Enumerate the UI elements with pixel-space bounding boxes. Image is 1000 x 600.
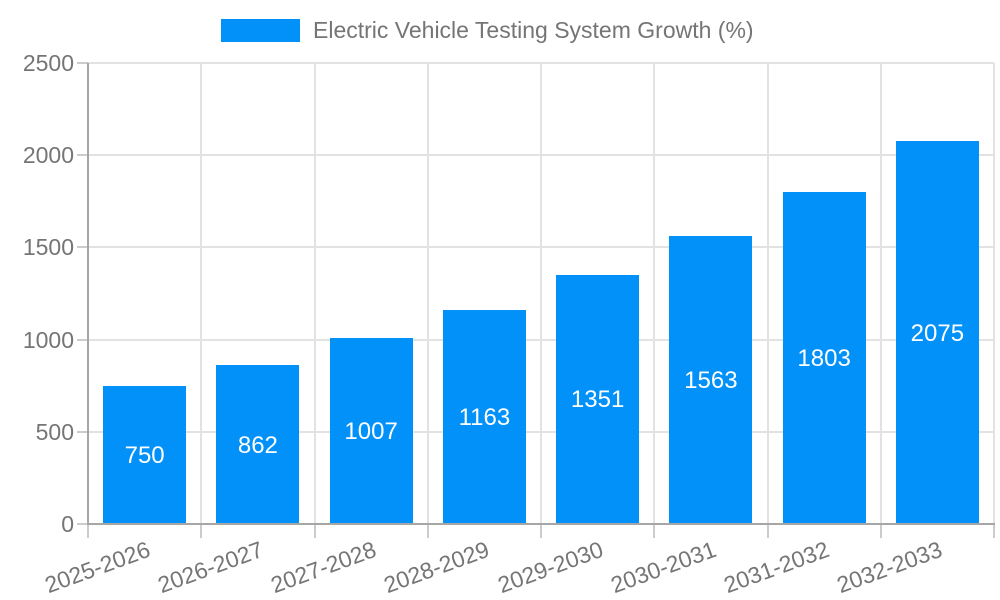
x-gridline	[766, 63, 769, 524]
bar[interactable]	[442, 309, 526, 524]
x-axis-tick	[540, 525, 542, 538]
y-tick-label: 2500	[22, 50, 74, 76]
bar[interactable]	[329, 338, 413, 524]
y-tick-label: 500	[35, 418, 74, 445]
bar-value-label: 1351	[570, 386, 625, 414]
bar[interactable]	[782, 191, 866, 524]
y-axis-tick	[77, 430, 88, 433]
x-gridline	[653, 63, 656, 524]
x-axis-tick	[653, 525, 656, 538]
x-axis-tick	[426, 525, 429, 538]
x-tick-label: 2028-2029	[380, 536, 493, 599]
legend-label: Electric Vehicle Testing System Growth (…	[313, 17, 754, 43]
x-tick-label: 2026-2027	[154, 536, 267, 599]
bar-value-label: 1163	[458, 403, 511, 431]
bar[interactable]	[216, 365, 300, 524]
bar[interactable]	[669, 235, 753, 524]
x-tick-label: 2029-2030	[493, 536, 607, 599]
y-axis-tick	[77, 62, 88, 64]
y-tick-label: 0	[61, 511, 74, 537]
y-axis-line	[87, 63, 89, 525]
y-axis-tick	[77, 523, 88, 525]
x-gridline	[200, 63, 203, 524]
bar-value-label: 1007	[344, 418, 398, 446]
bar[interactable]	[103, 385, 187, 524]
y-tick-label: 1500	[22, 234, 74, 261]
x-axis-tick	[200, 525, 203, 538]
plot-area: 750 862 1007 1163 1351 1563 1803 2075	[88, 62, 995, 524]
y-axis-tick	[77, 154, 88, 157]
bar[interactable]	[895, 141, 979, 524]
x-gridline	[993, 63, 995, 524]
x-gridline	[879, 63, 882, 524]
x-tick-label: 2025-2026	[40, 536, 154, 599]
x-gridline	[540, 63, 542, 524]
x-tick-label: 2031-2032	[720, 536, 833, 599]
x-tick-label: 2030-2031	[607, 536, 720, 599]
x-axis-tick	[993, 525, 995, 538]
x-axis-tick	[879, 525, 882, 538]
y-tick-label: 2000	[22, 142, 74, 169]
x-axis-tick	[766, 525, 769, 538]
x-gridline	[426, 63, 429, 524]
x-tick-label: 2032-2033	[833, 536, 946, 599]
x-gridline	[313, 63, 316, 524]
y-axis-tick	[77, 246, 88, 249]
y-axis-tick	[77, 338, 88, 341]
x-axis-baseline	[87, 523, 995, 525]
y-tick-label: 1000	[22, 326, 74, 353]
bar-value-label: 2075	[910, 319, 965, 347]
legend: Electric Vehicle Testing System Growth (…	[221, 17, 754, 44]
bar-value-label: 750	[124, 441, 165, 469]
legend-swatch	[221, 19, 300, 42]
x-axis-tick	[313, 525, 316, 538]
x-axis-tick	[87, 525, 89, 538]
x-tick-label: 2027-2028	[267, 536, 380, 599]
bar-value-label: 1803	[797, 344, 851, 372]
bar[interactable]	[556, 274, 640, 524]
bar-value-label: 1563	[684, 366, 738, 394]
bar-value-label: 862	[237, 431, 278, 459]
